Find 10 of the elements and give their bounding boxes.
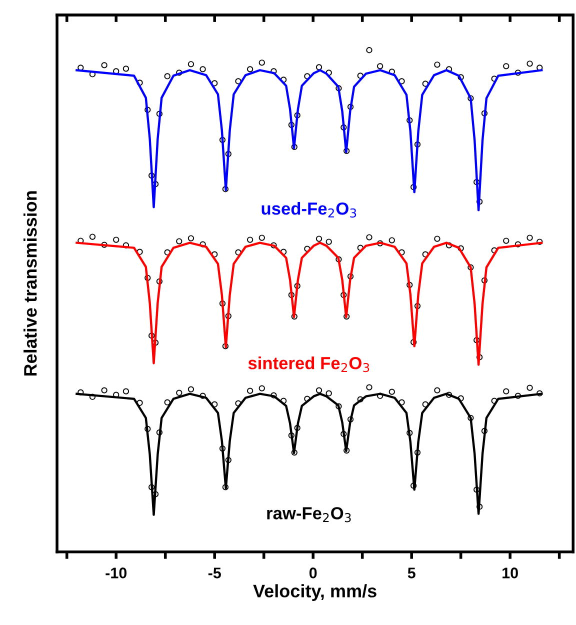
text: raw-Fe$_{2}$O$_{3}$ xyxy=(267,507,351,522)
y-axis-title: Relative transmission xyxy=(24,191,37,376)
x-tick-label: 0 xyxy=(309,568,317,578)
x-tick-label: 5 xyxy=(408,568,416,578)
x-tick-label: -10 xyxy=(106,568,127,578)
text: used-Fe$_{2}$O$_{3}$ xyxy=(262,202,356,218)
x-tick-label: 10 xyxy=(502,568,518,578)
series-label: sintered Fe$_{2}$O$_{3}$ xyxy=(248,356,370,372)
x-axis-title: Velocity, mm/s xyxy=(253,584,376,602)
x-tick-label: -5 xyxy=(208,568,221,578)
